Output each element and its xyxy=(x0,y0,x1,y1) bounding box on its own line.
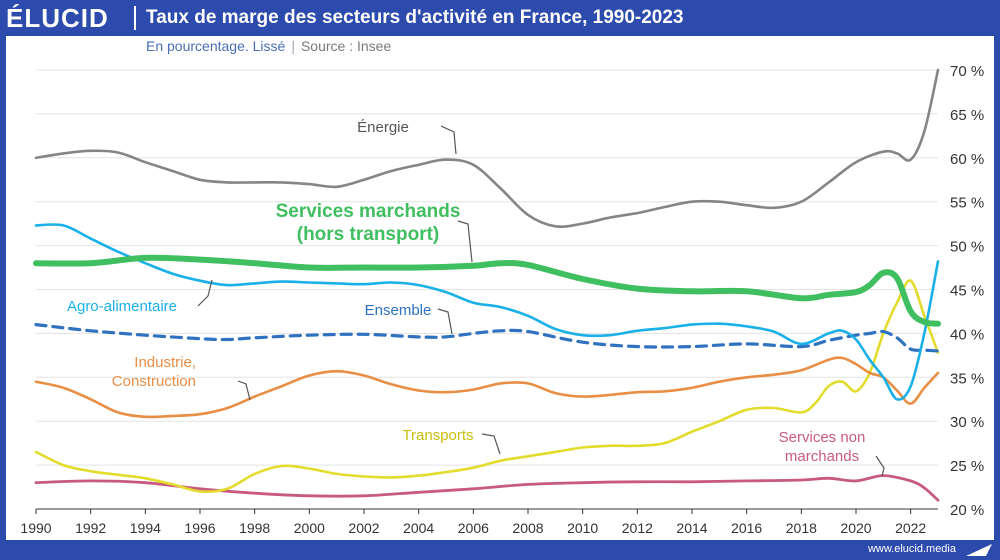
x-tick-label: 2022 xyxy=(895,520,926,536)
y-tick-label: 45 % xyxy=(950,283,984,300)
y-tick-label: 60 % xyxy=(950,151,984,168)
header-bar: ÉLUCID Taux de marge des secteurs d'acti… xyxy=(0,0,1000,36)
x-tick-label: 2006 xyxy=(458,520,489,536)
x-tick-label: 2004 xyxy=(403,520,434,536)
series-label-ensemble: Ensemble xyxy=(365,302,432,319)
footer-bar: www.elucid.media xyxy=(0,540,1000,560)
series-label-services_non_marchands: Services non xyxy=(779,429,866,446)
series-line-services_marchands xyxy=(33,254,941,327)
y-tick-label: 50 % xyxy=(950,239,984,256)
x-tick-label: 2016 xyxy=(731,520,762,536)
x-tick-label: 2020 xyxy=(840,520,871,536)
series-label-agro: Agro-alimentaire xyxy=(67,298,177,315)
y-tick-label: 70 % xyxy=(950,63,984,80)
header-divider xyxy=(134,6,136,30)
x-tick-label: 2010 xyxy=(567,520,598,536)
x-tick-label: 1990 xyxy=(20,520,51,536)
x-tick-label: 1996 xyxy=(184,520,215,536)
series-line-energie xyxy=(34,68,940,228)
x-tick-label: 1994 xyxy=(130,520,161,536)
series-label-services_marchands: (hors transport) xyxy=(297,224,440,245)
subtitle-text: En pourcentage. Lissé xyxy=(146,38,286,54)
series-line-agro xyxy=(34,223,940,401)
y-tick-label: 35 % xyxy=(950,370,984,387)
brand-logo[interactable]: ÉLUCID xyxy=(6,3,109,33)
series-label-transports: Transports xyxy=(402,427,473,444)
chart-subtitle: En pourcentage. Lissé | Source : Insee xyxy=(146,38,391,54)
series-line-transports xyxy=(34,279,940,494)
series-label-energie: Énergie xyxy=(357,119,409,136)
series-label-services_marchands: Services marchands xyxy=(276,201,461,222)
x-tick-label: 1998 xyxy=(239,520,270,536)
y-tick-label: 30 % xyxy=(950,414,984,431)
series-line-services_non_marchands xyxy=(34,474,940,502)
y-tick-label: 40 % xyxy=(950,326,984,343)
y-tick-label: 65 % xyxy=(950,107,984,124)
series-label-industrie: Construction xyxy=(112,373,196,390)
x-tick-label: 2018 xyxy=(786,520,817,536)
x-tick-label: 2014 xyxy=(676,520,707,536)
brand-arrow-icon xyxy=(966,544,992,556)
series-line-industrie xyxy=(34,356,940,419)
y-tick-label: 20 % xyxy=(950,502,984,519)
label-leader-ensemble xyxy=(437,308,453,335)
plot-area: 20 % 25 % 30 % 35 % 40 % 45 % 50 % 55 % 60 % 65 %… xyxy=(6,36,994,540)
label-leader-agro xyxy=(197,279,213,307)
label-leader-industrie xyxy=(237,380,251,401)
y-tick-label: 55 % xyxy=(950,195,984,212)
label-leader-services_marchands xyxy=(457,220,473,263)
label-leader-services_non_marchands xyxy=(875,455,885,477)
subtitle-separator: | xyxy=(291,38,295,54)
series-label-services_non_marchands: marchands xyxy=(785,448,859,465)
series-line-ensemble xyxy=(34,323,940,353)
x-tick-label: 2002 xyxy=(348,520,379,536)
x-tick-label: 1992 xyxy=(75,520,106,536)
x-tick-label: 2012 xyxy=(622,520,653,536)
label-leader-energie xyxy=(440,125,457,155)
label-leader-transports xyxy=(481,433,501,455)
site-link[interactable]: www.elucid.media xyxy=(867,543,956,555)
y-tick-label: 25 % xyxy=(950,458,984,475)
line-chart: 20 % 25 % 30 % 35 % 40 % 45 % 50 % 55 % 60 % 65 %… xyxy=(20,63,984,536)
chart-title: Taux de marge des secteurs d'activité en… xyxy=(146,7,684,28)
x-tick-label: 2000 xyxy=(294,520,325,536)
series-label-industrie: Industrie, xyxy=(134,354,196,371)
x-tick-label: 2008 xyxy=(512,520,543,536)
source-note: Source : Insee xyxy=(300,38,392,54)
